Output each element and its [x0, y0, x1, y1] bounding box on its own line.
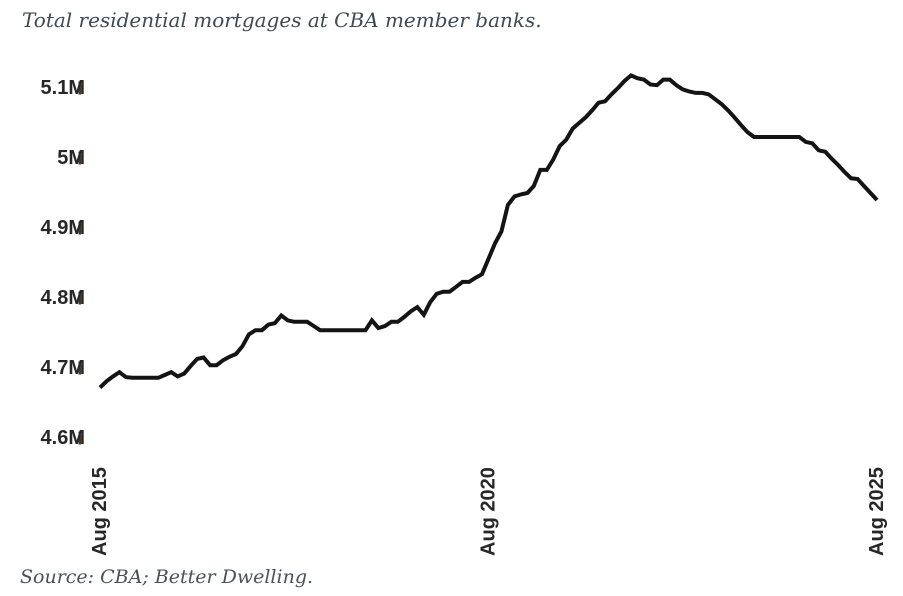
- y-axis-label: 5.1M: [41, 77, 85, 99]
- y-axis-label: 4.6M: [41, 427, 85, 449]
- y-axis-tick: [78, 151, 82, 165]
- chart-source: Source: CBA; Better Dwelling.: [20, 566, 314, 588]
- x-axis-label: Aug 2020: [478, 467, 500, 556]
- y-axis-label: 4.8M: [41, 287, 85, 309]
- x-axis-label: Aug 2015: [89, 467, 111, 556]
- series-line: [98, 73, 879, 390]
- y-axis-tick: [78, 361, 82, 375]
- chart-title: Total residential mortgages at CBA membe…: [22, 8, 542, 32]
- y-axis-tick: [78, 431, 82, 445]
- y-axis-label: 4.9M: [41, 217, 85, 239]
- y-axis-tick: [78, 221, 82, 235]
- y-axis-tick: [78, 291, 82, 305]
- y-axis-label: 5M: [57, 147, 85, 169]
- y-axis-tick: [78, 81, 82, 95]
- y-axis-label: 4.7M: [41, 357, 85, 379]
- x-axis-label: Aug 2025: [866, 467, 888, 556]
